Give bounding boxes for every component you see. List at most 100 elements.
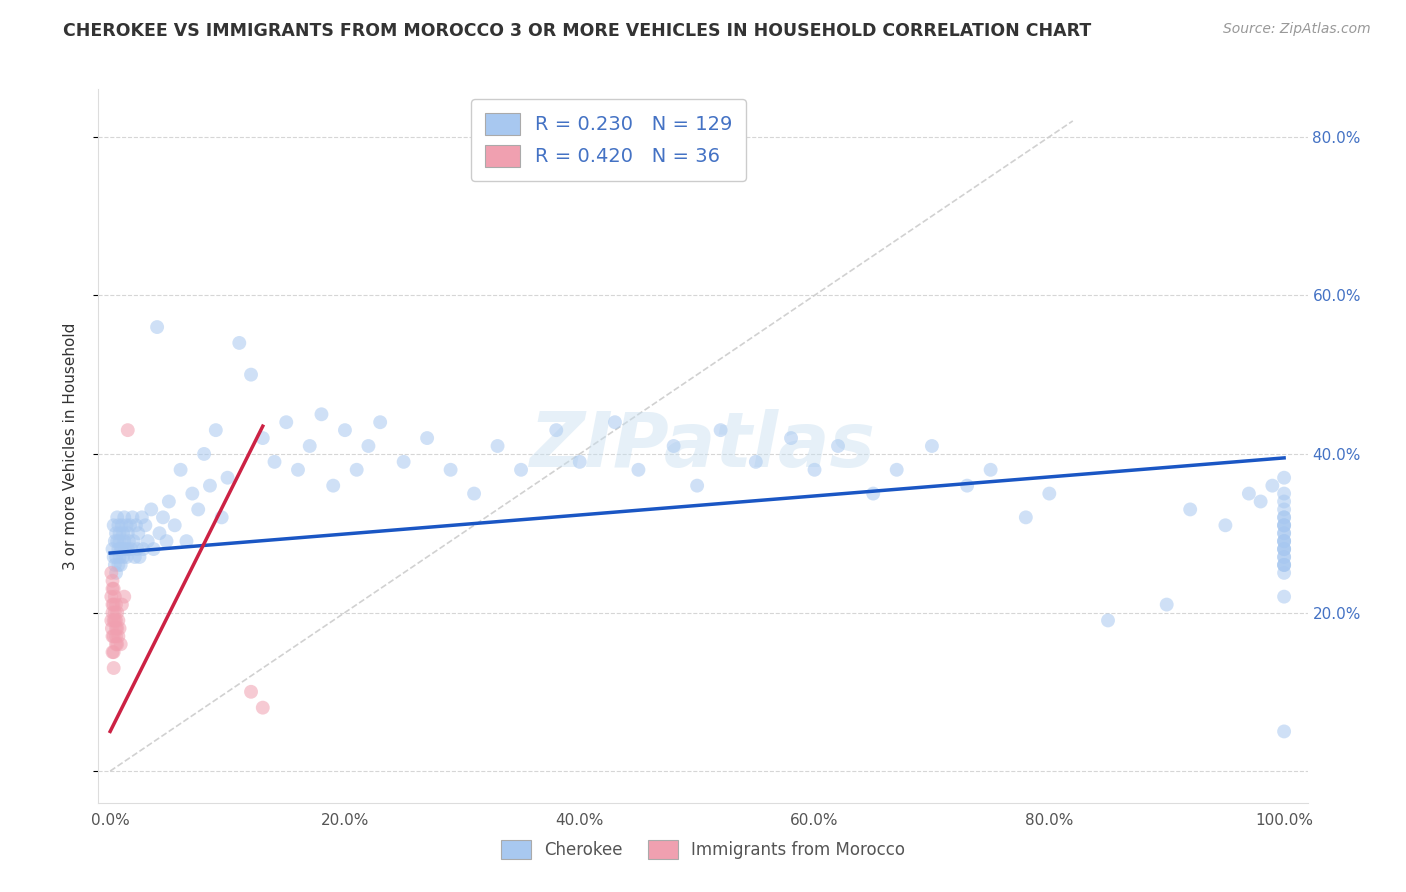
Point [956,478,979,492]
Point [1272,534,1295,549]
Point [198,478,221,492]
Point [100,566,122,580]
Point [1272,518,1295,533]
Point [333,423,356,437]
Point [104,614,127,628]
Point [107,542,129,557]
Point [103,645,125,659]
Point [686,478,709,492]
Point [108,621,131,635]
Point [136,534,159,549]
Point [392,455,415,469]
Point [114,542,136,557]
Point [1272,471,1295,485]
Point [287,463,309,477]
Point [103,661,125,675]
Point [886,463,908,477]
Point [240,368,263,382]
Point [193,447,215,461]
Point [115,549,138,564]
Point [157,494,180,508]
Point [105,621,128,635]
Point [103,598,125,612]
Point [1215,518,1237,533]
Point [204,423,226,437]
Point [803,463,825,477]
Point [176,534,198,549]
Point [104,606,127,620]
Point [1272,566,1295,580]
Point [1272,558,1295,572]
Point [1272,724,1295,739]
Point [105,534,128,549]
Point [1272,526,1295,541]
Text: CHEROKEE VS IMMIGRANTS FROM MOROCCO 3 OR MORE VEHICLES IN HOUSEHOLD CORRELATION : CHEROKEE VS IMMIGRANTS FROM MOROCCO 3 OR… [63,22,1091,40]
Y-axis label: 3 or more Vehicles in Household: 3 or more Vehicles in Household [63,322,77,570]
Point [104,558,127,572]
Point [217,471,239,485]
Point [780,431,803,445]
Point [104,534,127,549]
Point [1261,478,1284,492]
Point [1272,542,1295,557]
Point [921,439,943,453]
Point [146,320,169,334]
Point [1272,558,1295,572]
Text: ZIPatlas: ZIPatlas [530,409,876,483]
Point [1250,494,1272,508]
Point [112,534,135,549]
Point [128,549,150,564]
Point [117,542,139,557]
Point [1156,598,1178,612]
Point [103,629,125,643]
Point [510,463,533,477]
Point [1180,502,1202,516]
Point [122,534,145,549]
Point [181,486,204,500]
Point [107,629,129,643]
Point [105,510,128,524]
Point [111,542,134,557]
Point [276,415,298,429]
Point [101,629,124,643]
Point [127,526,149,541]
Point [121,510,143,524]
Point [120,542,142,557]
Point [101,574,124,588]
Point [1097,614,1119,628]
Point [240,685,263,699]
Point [105,637,128,651]
Point [263,455,285,469]
Point [112,526,135,541]
Point [745,455,768,469]
Point [1272,510,1295,524]
Point [112,549,135,564]
Point [101,621,124,635]
Point [1272,510,1295,524]
Point [1272,518,1295,533]
Point [252,431,274,445]
Point [152,510,174,524]
Point [132,542,155,557]
Point [298,439,321,453]
Point [1272,518,1295,533]
Point [112,590,135,604]
Point [463,486,485,500]
Point [105,549,128,564]
Point [105,621,128,635]
Point [169,463,191,477]
Point [101,542,124,557]
Point [108,526,131,541]
Point [1272,486,1295,500]
Point [103,582,125,596]
Point [117,423,139,437]
Point [107,614,129,628]
Point [1272,502,1295,516]
Point [100,590,122,604]
Point [357,439,380,453]
Point [115,518,138,533]
Point [104,590,127,604]
Point [155,534,177,549]
Point [252,700,274,714]
Point [627,463,650,477]
